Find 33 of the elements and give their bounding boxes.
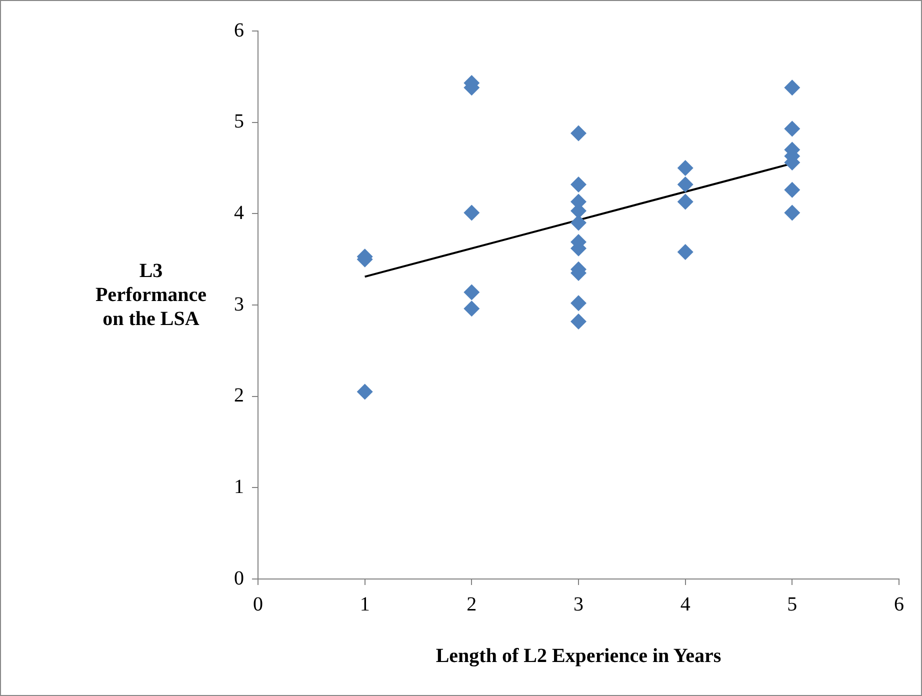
y-tick-label: 5 [234, 110, 244, 133]
point [570, 295, 586, 312]
point [570, 125, 586, 142]
x-tick-label: 2 [466, 593, 477, 616]
point [784, 182, 800, 198]
y-tick-label: 2 [234, 384, 244, 407]
point [464, 284, 480, 300]
x-tick-label: 3 [574, 593, 584, 616]
y-tick-label: 3 [234, 293, 244, 316]
point [784, 120, 800, 137]
point [677, 194, 694, 210]
point [464, 300, 480, 317]
point [570, 214, 586, 231]
point [464, 204, 480, 221]
point [677, 160, 694, 176]
x-tick-label: 1 [360, 593, 370, 616]
y-tick-label: 6 [234, 19, 244, 42]
point [784, 80, 800, 96]
point [570, 176, 586, 192]
y-tick-label: 0 [234, 567, 244, 590]
x-tick-label: 6 [894, 593, 904, 616]
y-axis-title: L3 Performance on the LSA [94, 259, 208, 331]
point [677, 176, 694, 192]
x-axis-title: Length of L2 Experience in Years [436, 645, 722, 668]
y-tick-label: 4 [234, 202, 244, 224]
x-tick-label: 4 [680, 593, 690, 616]
point [356, 384, 373, 400]
x-tick-label: 5 [787, 593, 798, 616]
point [570, 313, 586, 330]
point [677, 244, 694, 260]
x-tick-label: 0 [253, 593, 263, 616]
point [784, 204, 800, 221]
y-tick-label: 1 [234, 476, 244, 498]
